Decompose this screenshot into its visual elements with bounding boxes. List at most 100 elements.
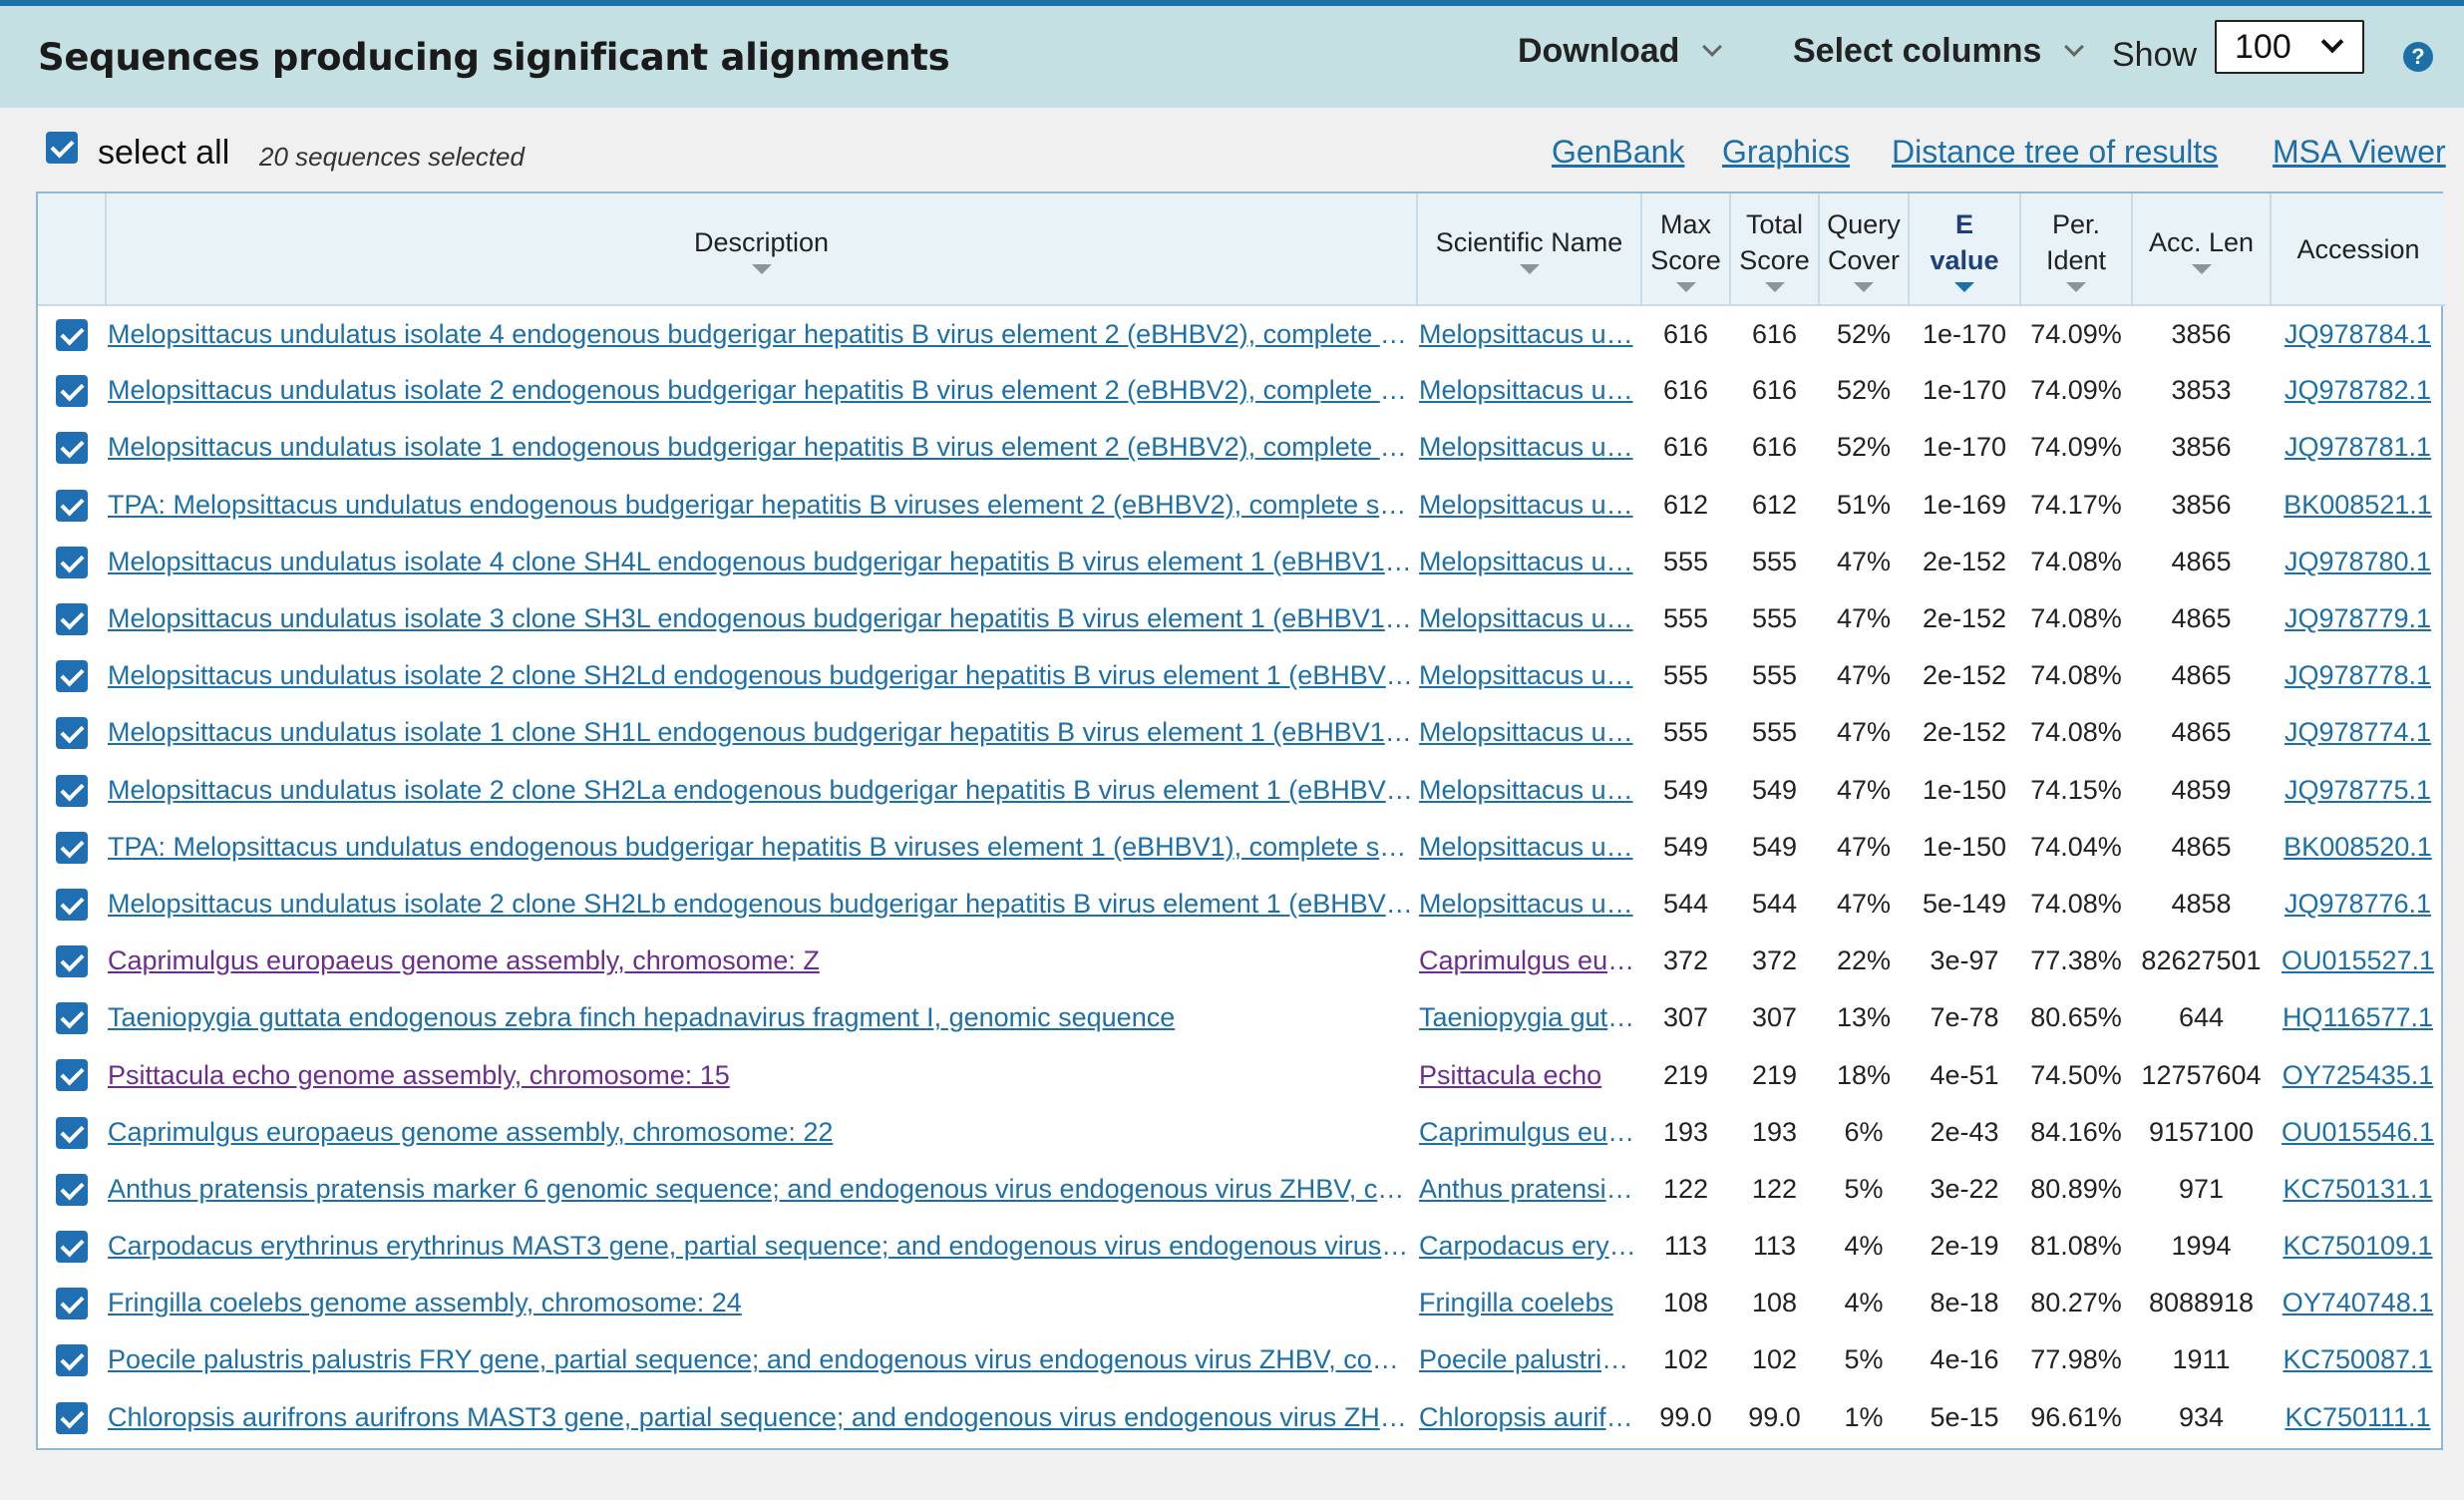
- col-max-score[interactable]: Max Score: [1640, 193, 1730, 305]
- help-icon[interactable]: ?: [2403, 42, 2433, 72]
- row-checkbox[interactable]: [56, 1116, 88, 1149]
- row-accession-link[interactable]: OU015546.1: [2281, 1116, 2435, 1147]
- row-accession-link[interactable]: JQ978780.1: [2284, 546, 2432, 576]
- row-checkbox[interactable]: [56, 1401, 88, 1434]
- row-checkbox[interactable]: [56, 945, 88, 978]
- row-checkbox[interactable]: [56, 546, 88, 578]
- row-checkbox[interactable]: [56, 660, 88, 693]
- row-checkbox[interactable]: [56, 774, 88, 807]
- row-accession-link[interactable]: JQ978782.1: [2284, 375, 2432, 406]
- col-max-score-label-1: Max: [1659, 208, 1711, 239]
- row-scientific-name-link[interactable]: Melopsittacus u…: [1419, 888, 1633, 919]
- download-dropdown[interactable]: Download: [1518, 32, 1723, 71]
- row-scientific-name-link[interactable]: Poecile palustris…: [1419, 1344, 1641, 1375]
- row-accession-link[interactable]: BK008521.1: [2284, 489, 2432, 520]
- row-scientific-name-link[interactable]: Fringilla coelebs: [1419, 1288, 1614, 1318]
- row-checkbox[interactable]: [56, 375, 88, 408]
- row-description-link[interactable]: Melopsittacus undulatus isolate 1 endoge…: [108, 432, 1417, 463]
- select-columns-dropdown[interactable]: Select columns: [1793, 32, 2085, 71]
- row-checkbox[interactable]: [56, 432, 88, 465]
- row-scientific-name-link[interactable]: Caprimulgus eur…: [1419, 945, 1641, 976]
- row-scientific-name-link[interactable]: Melopsittacus u…: [1419, 660, 1633, 691]
- select-all-label[interactable]: select all: [98, 134, 230, 172]
- row-checkbox[interactable]: [56, 1344, 88, 1377]
- msa-viewer-link[interactable]: MSA Viewer: [2273, 134, 2446, 170]
- row-description-link[interactable]: Melopsittacus undulatus isolate 2 clone …: [108, 660, 1417, 691]
- row-accession-link[interactable]: JQ978775.1: [2284, 774, 2432, 805]
- row-accession-link[interactable]: JQ978781.1: [2284, 432, 2432, 463]
- col-accession[interactable]: Accession: [2270, 193, 2445, 305]
- row-scientific-name-link[interactable]: Melopsittacus u…: [1419, 831, 1633, 862]
- row-accession-link[interactable]: KC750111.1: [2285, 1401, 2431, 1432]
- row-description-link[interactable]: Melopsittacus undulatus isolate 2 clone …: [108, 888, 1417, 919]
- row-scientific-name-link[interactable]: Caprimulgus eur…: [1419, 1116, 1641, 1147]
- col-e-value[interactable]: E value: [1908, 193, 2020, 305]
- row-description-link[interactable]: Melopsittacus undulatus isolate 2 clone …: [108, 774, 1417, 805]
- row-scientific-name-link[interactable]: Melopsittacus u…: [1419, 717, 1633, 748]
- row-description-link[interactable]: Melopsittacus undulatus isolate 4 clone …: [108, 546, 1417, 576]
- row-accession-link[interactable]: HQ116577.1: [2282, 1002, 2434, 1033]
- row-checkbox[interactable]: [56, 831, 88, 864]
- row-description-link[interactable]: Fringilla coelebs genome assembly, chrom…: [108, 1288, 742, 1318]
- col-total-score[interactable]: Total Score: [1729, 193, 1819, 305]
- row-scientific-name-link[interactable]: Melopsittacus u…: [1419, 375, 1633, 406]
- row-scientific-name-link[interactable]: Psittacula echo: [1419, 1059, 1602, 1090]
- row-checkbox[interactable]: [56, 1002, 88, 1035]
- row-description-link[interactable]: Caprimulgus europaeus genome assembly, c…: [108, 1116, 834, 1147]
- row-accession-link[interactable]: BK008520.1: [2284, 831, 2432, 862]
- row-accession-link[interactable]: KC750131.1: [2283, 1173, 2433, 1204]
- row-checkbox[interactable]: [56, 1059, 88, 1092]
- row-description-link[interactable]: Anthus pratensis pratensis marker 6 geno…: [108, 1173, 1417, 1204]
- row-checkbox[interactable]: [56, 1173, 88, 1206]
- row-description-link[interactable]: TPA: Melopsittacus undulatus endogenous …: [108, 831, 1417, 862]
- row-description-link[interactable]: Melopsittacus undulatus isolate 3 clone …: [108, 603, 1417, 634]
- row-description-link[interactable]: Taeniopygia guttata endogenous zebra fin…: [108, 1002, 1176, 1033]
- row-checkbox[interactable]: [56, 318, 88, 351]
- row-description-link[interactable]: Carpodacus erythrinus erythrinus MAST3 g…: [108, 1231, 1417, 1262]
- row-description-link[interactable]: Melopsittacus undulatus isolate 1 clone …: [108, 717, 1417, 748]
- row-accession-link[interactable]: JQ978776.1: [2284, 888, 2432, 919]
- col-query-cover[interactable]: Query Cover: [1818, 193, 1909, 305]
- row-accession-link[interactable]: OY740748.1: [2282, 1288, 2434, 1318]
- row-checkbox[interactable]: [56, 888, 88, 921]
- row-scientific-name-link[interactable]: Melopsittacus u…: [1419, 489, 1633, 520]
- row-scientific-name-link[interactable]: Carpodacus eryt…: [1419, 1231, 1641, 1262]
- col-acc-len[interactable]: Acc. Len: [2131, 193, 2271, 305]
- row-checkbox[interactable]: [56, 489, 88, 522]
- row-accession-link[interactable]: OU015527.1: [2281, 945, 2435, 976]
- row-scientific-name-link[interactable]: Melopsittacus u…: [1419, 774, 1633, 805]
- row-description-link[interactable]: Melopsittacus undulatus isolate 2 endoge…: [108, 375, 1417, 406]
- row-description-link[interactable]: TPA: Melopsittacus undulatus endogenous …: [108, 489, 1417, 520]
- row-scientific-name-link[interactable]: Chloropsis aurifr…: [1419, 1401, 1641, 1432]
- row-scientific-name-link[interactable]: Melopsittacus u…: [1419, 603, 1633, 634]
- row-accession-link[interactable]: JQ978778.1: [2284, 660, 2432, 691]
- col-scientific-name[interactable]: Scientific Name: [1416, 193, 1641, 305]
- row-accession-link[interactable]: JQ978779.1: [2284, 603, 2432, 634]
- row-description-link[interactable]: Poecile palustris palustris FRY gene, pa…: [108, 1344, 1417, 1375]
- row-accession-link[interactable]: KC750109.1: [2283, 1231, 2433, 1262]
- graphics-link[interactable]: Graphics: [1722, 134, 1851, 170]
- row-accession-link[interactable]: OY725435.1: [2282, 1059, 2434, 1090]
- genbank-link[interactable]: GenBank: [1552, 134, 1685, 170]
- row-scientific-name-link[interactable]: Melopsittacus u…: [1419, 318, 1633, 349]
- row-accession-link[interactable]: JQ978774.1: [2284, 717, 2432, 748]
- show-count-select[interactable]: 100: [2215, 20, 2364, 74]
- row-accession-link[interactable]: KC750087.1: [2283, 1344, 2433, 1375]
- row-scientific-name-link[interactable]: Melopsittacus u…: [1419, 432, 1633, 463]
- row-accession-link[interactable]: JQ978784.1: [2284, 318, 2432, 349]
- row-checkbox[interactable]: [56, 1231, 88, 1264]
- row-checkbox[interactable]: [56, 717, 88, 750]
- distance-tree-link[interactable]: Distance tree of results: [1892, 134, 2219, 170]
- row-description-link[interactable]: Melopsittacus undulatus isolate 4 endoge…: [108, 318, 1417, 349]
- col-per-ident[interactable]: Per. Ident: [2019, 193, 2132, 305]
- row-scientific-name-link[interactable]: Melopsittacus u…: [1419, 546, 1633, 576]
- row-description-link[interactable]: Psittacula echo genome assembly, chromos…: [108, 1059, 730, 1090]
- row-checkbox[interactable]: [56, 602, 88, 635]
- row-scientific-name-link[interactable]: Taeniopygia gutt…: [1419, 1002, 1641, 1033]
- row-checkbox[interactable]: [56, 1288, 88, 1320]
- select-all-checkbox[interactable]: [46, 132, 78, 164]
- row-description-link[interactable]: Caprimulgus europaeus genome assembly, c…: [108, 945, 820, 976]
- row-scientific-name-link[interactable]: Anthus pratensis…: [1419, 1173, 1641, 1204]
- col-description[interactable]: Description: [105, 193, 1417, 305]
- row-description-link[interactable]: Chloropsis aurifrons aurifrons MAST3 gen…: [108, 1401, 1417, 1432]
